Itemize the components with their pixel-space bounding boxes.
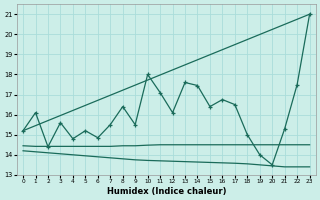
X-axis label: Humidex (Indice chaleur): Humidex (Indice chaleur) [107, 187, 226, 196]
